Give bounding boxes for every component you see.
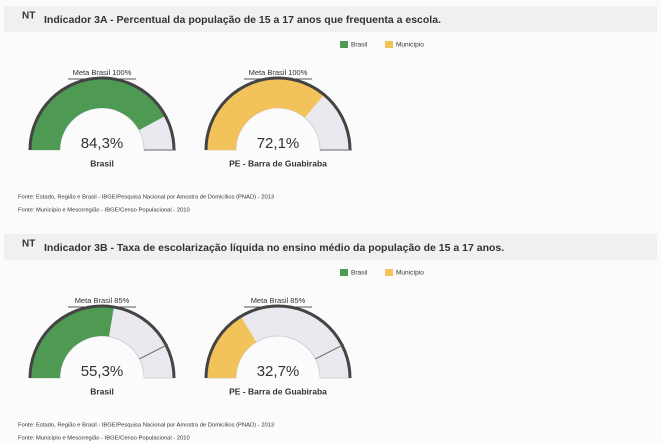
target-label: Meta Brasil 85% bbox=[251, 296, 306, 305]
target-tick bbox=[139, 343, 169, 360]
gauge-fill bbox=[30, 78, 166, 150]
source-note: Fonte: Estado, Região e Brasil - IBGE/Pe… bbox=[18, 423, 274, 429]
gauge-outline bbox=[204, 304, 352, 379]
gauge-outline bbox=[204, 76, 352, 151]
legend-label: Município bbox=[396, 42, 424, 49]
gauge-fill bbox=[206, 316, 257, 378]
panel: NT Indicador 3A - Percentual da população… bbox=[4, 6, 657, 214]
legend-label: Município bbox=[396, 270, 424, 277]
value-label: 72,1% bbox=[257, 135, 300, 152]
title-bar bbox=[4, 234, 657, 260]
title-bar bbox=[4, 6, 657, 32]
gauge-fill bbox=[206, 78, 325, 150]
source-note: Fonte: Estado, Região e Brasil - IBGE/Pe… bbox=[18, 195, 274, 201]
gauge-fill bbox=[30, 306, 114, 378]
legend-swatch bbox=[340, 41, 348, 48]
gauge-name: PE - Barra de Guabiraba bbox=[229, 158, 327, 168]
legend-label: Brasil bbox=[351, 42, 368, 49]
target-label: Meta Brasil 100% bbox=[73, 68, 132, 77]
gauge-name: Brasil bbox=[90, 386, 114, 396]
value-label: 55,3% bbox=[81, 363, 124, 380]
badge: NT bbox=[22, 11, 35, 22]
legend-swatch bbox=[385, 269, 393, 276]
source-note: Fonte: Município e Mesorregião - IBGE/Ce… bbox=[18, 436, 190, 442]
source-note: Fonte: Município e Mesorregião - IBGE/Ce… bbox=[18, 208, 190, 214]
panel-title: Indicador 3A - Percentual da população d… bbox=[44, 14, 441, 26]
gauge-outline bbox=[28, 304, 176, 379]
target-label: Meta Brasil 85% bbox=[75, 296, 130, 305]
value-label: 84,3% bbox=[81, 135, 124, 152]
target-tick bbox=[315, 343, 345, 360]
badge: NT bbox=[22, 239, 35, 250]
gauge-name: PE - Barra de Guabiraba bbox=[229, 386, 327, 396]
gauge-name: Brasil bbox=[90, 158, 114, 168]
legend-label: Brasil bbox=[351, 270, 368, 277]
value-label: 32,7% bbox=[257, 363, 300, 380]
legend-swatch bbox=[385, 41, 393, 48]
panel: NT Indicador 3B - Taxa de escolarização l… bbox=[4, 234, 657, 442]
panel-title: Indicador 3B - Taxa de escolarização líq… bbox=[44, 242, 504, 254]
gauge-outline bbox=[28, 76, 176, 151]
target-label: Meta Brasil 100% bbox=[249, 68, 308, 77]
legend-swatch bbox=[340, 269, 348, 276]
